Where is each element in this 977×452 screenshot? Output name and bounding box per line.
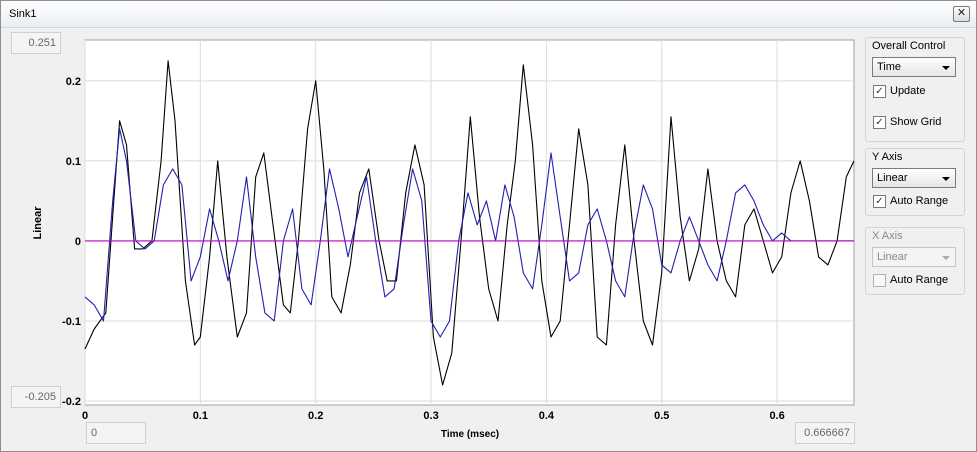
x-scale-value: Linear [877,251,908,263]
domain-select-value: Time [877,61,902,73]
x-axis-panel: X Axis Linear Auto Range [865,227,965,295]
y-tick-label: 0 [75,236,81,248]
x-tick-label: 0.5 [654,410,669,422]
x-tick-label: 0 [82,410,88,422]
y-max-field[interactable]: 0.251 [11,32,61,54]
y-axis-panel: Y Axis Linear ✓ Auto Range [865,148,965,216]
close-button[interactable]: ✕ [953,6,970,22]
plot-area[interactable]: -0.2 -0.1 0 0.1 0.2 0 0.1 0.2 0.3 0.4 0.5 0.6 Line… [1,1,861,446]
x-tick-label: 0.3 [423,410,438,422]
y-tick-label: -0.2 [62,396,81,408]
y-auto-range-label: Auto Range [890,195,949,207]
close-icon: ✕ [956,7,967,19]
x-tick-label: 0.1 [193,410,208,422]
x-tick-label: 0.6 [769,410,784,422]
y-tick-label: 0.1 [66,156,81,168]
window-title: Sink1 [9,8,37,20]
show-grid-check-icon: ✓ [873,116,886,129]
y-tick-labels: -0.2 -0.1 0 0.1 0.2 [62,76,81,408]
overall-control-panel: Overall Control Time ✓ Update ✓ Show Gri… [865,37,965,142]
x-scale-select[interactable]: Linear [872,247,956,267]
chevron-down-icon [942,66,950,70]
update-check-icon: ✓ [873,85,886,98]
x-max-value: 0.666667 [804,427,850,439]
show-grid-label: Show Grid [890,116,942,128]
overall-control-title: Overall Control [872,40,946,52]
y-auto-range-check-icon: ✓ [873,195,886,208]
y-axis-label: Linear [32,206,44,240]
x-axis-title: X Axis [872,230,903,242]
x-min-field[interactable]: 0 [86,422,146,444]
x-tick-label: 0.2 [308,410,323,422]
chevron-down-icon [942,256,950,260]
x-tick-label: 0.4 [539,410,555,422]
y-tick-label: -0.1 [62,316,81,328]
series-group [84,60,855,386]
domain-select[interactable]: Time [872,57,956,77]
title-bar[interactable]: Sink1 ✕ [1,1,976,28]
x-max-field[interactable]: 0.666667 [795,422,855,444]
y-axis-title: Y Axis [872,151,903,163]
y-tick-label: 0.2 [66,76,81,88]
x-auto-range-check-box [873,274,886,287]
y-scale-select[interactable]: Linear [872,168,956,188]
x-auto-range-label: Auto Range [890,274,949,286]
chevron-down-icon [942,177,950,181]
x-min-value: 0 [91,427,98,439]
y-min-value: -0.205 [24,391,56,403]
update-label: Update [890,85,926,97]
x-tick-labels: 0 0.1 0.2 0.3 0.4 0.5 0.6 [82,410,785,422]
y-min-field[interactable]: -0.205 [11,386,61,408]
x-axis-label: Time (msec) [441,429,499,440]
y-scale-value: Linear [877,172,908,184]
y-max-value: 0.251 [28,37,56,49]
